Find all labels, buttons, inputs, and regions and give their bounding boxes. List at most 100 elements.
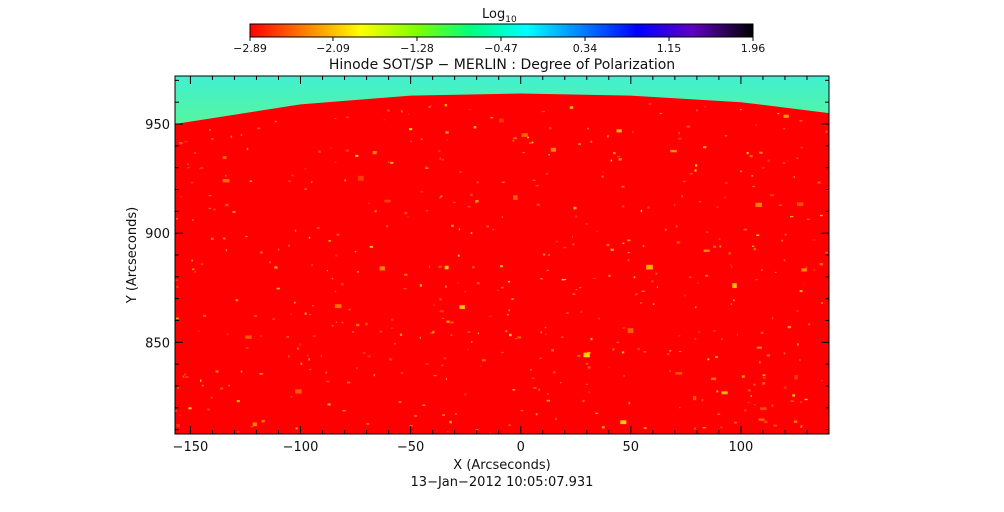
polarization-speckle bbox=[764, 420, 768, 424]
polarization-speckle bbox=[608, 366, 610, 368]
polarization-speckle bbox=[781, 239, 783, 242]
polarization-speckle bbox=[312, 335, 316, 337]
polarization-speckle bbox=[274, 266, 278, 269]
polarization-speckle bbox=[703, 146, 707, 149]
polarization-speckle bbox=[185, 376, 189, 378]
polarization-speckle bbox=[635, 293, 638, 296]
polarization-speckle bbox=[304, 168, 307, 170]
polarization-speckle bbox=[272, 318, 275, 320]
polarization-speckle bbox=[508, 309, 510, 312]
polarization-speckle bbox=[535, 185, 539, 187]
polarization-speckle bbox=[450, 334, 453, 336]
polarization-speckle bbox=[367, 202, 371, 204]
polarization-speckle bbox=[797, 343, 799, 346]
polarization-speckle bbox=[520, 409, 524, 412]
polarization-speckle bbox=[334, 118, 337, 120]
polarization-speckle bbox=[467, 205, 471, 208]
polarization-speckle bbox=[192, 268, 195, 271]
polarization-speckle bbox=[513, 137, 517, 139]
polarization-speckle bbox=[335, 321, 337, 323]
polarization-speckle bbox=[804, 398, 808, 401]
polarization-speckle bbox=[578, 143, 581, 146]
polarization-speckle bbox=[675, 225, 678, 228]
polarization-speckle bbox=[340, 283, 344, 286]
polarization-speckle bbox=[500, 265, 503, 268]
polarization-speckle bbox=[608, 274, 611, 277]
polarization-speckle bbox=[441, 158, 444, 161]
polarization-speckle bbox=[442, 414, 445, 416]
polarization-speckle bbox=[345, 149, 349, 152]
polarization-speckle bbox=[637, 347, 641, 351]
polarization-speckle bbox=[446, 320, 450, 323]
polarization-speckle bbox=[585, 363, 589, 365]
polarization-speckle bbox=[595, 412, 599, 414]
polarization-speckle bbox=[208, 195, 212, 197]
polarization-speckle bbox=[176, 217, 178, 220]
polarization-speckle bbox=[546, 269, 549, 271]
polarization-speckle bbox=[209, 129, 211, 131]
polarization-speckle bbox=[675, 372, 683, 375]
polarization-speckle bbox=[800, 425, 803, 428]
colorbar-ticks: −2.89 −2.09 −1.28 −0.47 0.34 1.15 1.96 bbox=[233, 37, 765, 55]
polarization-speckle bbox=[352, 331, 354, 333]
polarization-speckle bbox=[664, 228, 667, 231]
polarization-speckle bbox=[327, 403, 331, 406]
polarization-speckle bbox=[215, 370, 219, 373]
polarization-speckle bbox=[647, 206, 650, 209]
polarization-speckle bbox=[473, 126, 477, 129]
polarization-speckle bbox=[601, 175, 604, 178]
polarization-speckle bbox=[459, 305, 465, 309]
x-axis-label: X (Arcseconds) bbox=[453, 458, 550, 473]
polarization-speckle bbox=[326, 380, 330, 383]
polarization-speckle bbox=[509, 333, 512, 337]
polarization-speckle bbox=[713, 245, 717, 248]
polarization-speckle bbox=[652, 303, 655, 305]
polarization-speckle bbox=[428, 106, 430, 108]
polarization-speckle bbox=[743, 228, 747, 231]
polarization-speckle bbox=[695, 164, 698, 167]
polarization-speckle bbox=[367, 355, 371, 358]
polarization-speckle bbox=[400, 110, 403, 113]
polarization-speckle bbox=[787, 325, 791, 329]
x-tick-label: 100 bbox=[729, 440, 754, 455]
polarization-speckle bbox=[501, 181, 505, 183]
polarization-speckle bbox=[383, 119, 386, 121]
polarization-speckle bbox=[390, 161, 394, 164]
polarization-speckle bbox=[475, 201, 477, 204]
polarization-speckle bbox=[451, 224, 454, 227]
polarization-speckle bbox=[200, 379, 202, 382]
polarization-speckle bbox=[577, 354, 581, 357]
polarization-speckle bbox=[616, 341, 620, 343]
polarization-speckle bbox=[288, 355, 290, 358]
polarization-speckle bbox=[442, 317, 445, 319]
polarization-speckle bbox=[572, 243, 575, 246]
polarization-speckle bbox=[507, 281, 510, 283]
polarization-speckle bbox=[379, 330, 383, 333]
polarization-speckle bbox=[311, 181, 313, 183]
polarization-speckle bbox=[480, 365, 482, 368]
polarization-speckle bbox=[585, 223, 588, 225]
polarization-speckle bbox=[245, 236, 248, 238]
polarization-speckle bbox=[585, 383, 588, 385]
polarization-speckle bbox=[688, 276, 692, 279]
colorbar-tick-label: 1.96 bbox=[741, 42, 766, 55]
colorbar-tick-label: −1.28 bbox=[400, 42, 434, 55]
polarization-speckle bbox=[208, 207, 211, 209]
polarization-speckle bbox=[430, 332, 433, 335]
polarization-speckle bbox=[394, 343, 396, 345]
polarization-speckle bbox=[320, 354, 322, 357]
polarization-speckle bbox=[701, 399, 704, 402]
polarization-speckle bbox=[177, 386, 179, 390]
polarization-speckle bbox=[724, 135, 728, 137]
polarization-speckle bbox=[602, 171, 604, 173]
polarization-speckle bbox=[793, 176, 795, 178]
polarization-speckle bbox=[799, 119, 803, 122]
polarization-speckle bbox=[226, 333, 229, 335]
polarization-speckle bbox=[384, 199, 391, 203]
polarization-speckle bbox=[587, 127, 589, 130]
polarization-speckle bbox=[746, 152, 749, 155]
polarization-speckle bbox=[674, 204, 676, 206]
polarization-speckle bbox=[719, 245, 722, 248]
polarization-speckle bbox=[439, 310, 444, 313]
